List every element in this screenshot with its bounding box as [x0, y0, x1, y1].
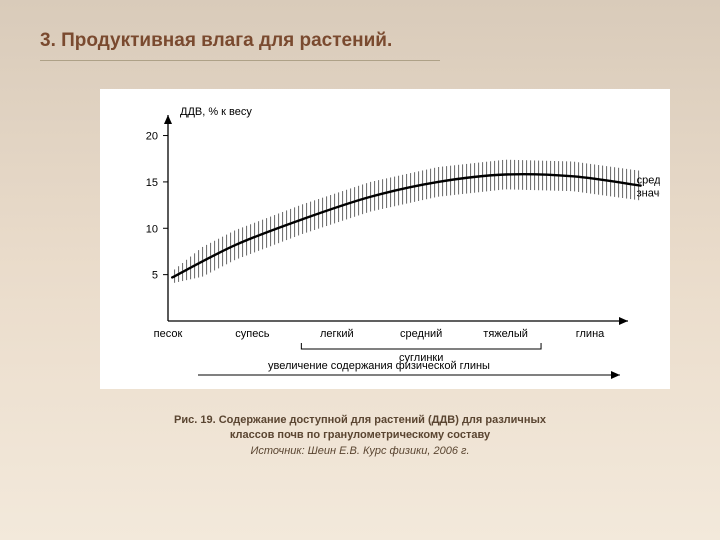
svg-text:ДДВ, % к весу: ДДВ, % к весу [180, 106, 252, 118]
title-divider [40, 60, 440, 61]
caption-line1: Рис. 19. Содержание доступной для растен… [174, 414, 546, 426]
slide-title: 3. Продуктивная влага для растений. [40, 30, 680, 52]
figure-caption: Рис. 19. Содержание доступной для растен… [40, 413, 680, 459]
svg-text:песок: песок [154, 328, 183, 340]
svg-text:легкий: легкий [320, 328, 354, 340]
svg-text:10: 10 [146, 223, 158, 235]
svg-text:средниезначения: средниезначения [637, 175, 660, 200]
svg-text:20: 20 [146, 131, 158, 143]
svg-text:5: 5 [152, 270, 158, 282]
svg-text:супесь: супесь [235, 328, 270, 340]
chart-svg: 5 10 15 20 ДДВ, % к весу песок супесь легкий сре… [110, 99, 660, 379]
svg-text:глина: глина [576, 328, 605, 340]
caption-line2: классов почв по гранулометрическому сост… [230, 429, 490, 441]
svg-text:увеличение содержания физическ: увеличение содержания физической глины [268, 360, 490, 372]
svg-text:средний: средний [400, 328, 442, 340]
chart-container: 5 10 15 20 ДДВ, % к весу песок супесь легкий сре… [100, 89, 670, 389]
svg-text:тяжелый: тяжелый [483, 328, 528, 340]
svg-text:15: 15 [146, 177, 158, 189]
caption-source: Источник: Шеин Е.В. Курс физики, 2006 г. [250, 445, 469, 457]
